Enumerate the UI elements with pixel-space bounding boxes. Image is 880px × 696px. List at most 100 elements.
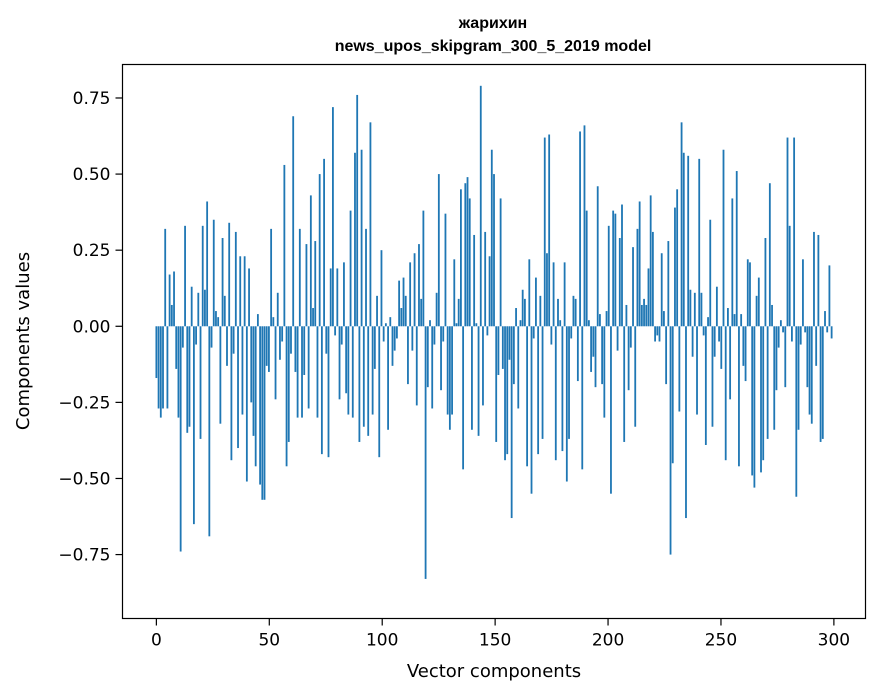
bar-4	[164, 228, 167, 327]
bar-208	[614, 213, 617, 327]
bar-51	[268, 326, 270, 372]
bar-265	[740, 314, 743, 327]
bar-239	[682, 152, 685, 327]
bar-154	[495, 326, 498, 442]
bar-157	[501, 326, 504, 369]
bar-143	[471, 326, 473, 430]
y-tick-label-4: 0.25	[73, 241, 111, 261]
bar-122	[424, 326, 427, 579]
bar-78	[327, 326, 330, 458]
bar-286	[786, 137, 789, 327]
bar-302	[821, 326, 824, 439]
bar-144	[473, 234, 476, 327]
bar-251	[709, 219, 712, 327]
bar-55	[276, 292, 279, 327]
bar-80	[332, 107, 334, 327]
bar-190	[574, 298, 577, 327]
bar-225	[651, 231, 654, 327]
y-axis-label: Components values	[13, 252, 34, 430]
bar-176	[543, 137, 546, 327]
bar-34	[230, 326, 233, 461]
bar-29	[219, 326, 222, 424]
bar-252	[711, 326, 714, 427]
bar-134	[451, 326, 453, 415]
bar-30	[221, 238, 224, 327]
bar-197	[590, 326, 592, 372]
bar-79	[329, 268, 332, 327]
bar-1	[157, 326, 160, 409]
bar-71	[312, 308, 314, 327]
bar-279	[771, 304, 773, 327]
bar-163	[515, 308, 517, 327]
bar-97	[369, 122, 372, 327]
bar-72	[314, 241, 317, 327]
bar-289	[793, 137, 796, 327]
bar-50	[265, 326, 268, 366]
bar-63	[294, 326, 297, 372]
bar-126	[433, 326, 436, 345]
bar-270	[751, 326, 754, 476]
bar-244	[693, 292, 696, 327]
bar-273	[757, 277, 760, 327]
bar-131	[444, 213, 447, 327]
bar-226	[654, 326, 656, 342]
bar-263	[735, 171, 738, 327]
bar-160	[508, 326, 511, 360]
bar-98	[371, 326, 374, 415]
bar-111	[400, 308, 403, 327]
y-tick-label-6: 0.75	[73, 89, 111, 109]
bar-26	[212, 219, 215, 327]
bar-95	[365, 228, 367, 327]
bar-86	[345, 326, 348, 394]
bar-52	[270, 228, 273, 327]
bar-188	[570, 326, 573, 339]
bar-218	[636, 228, 639, 327]
bar-149	[484, 231, 487, 327]
bar-3	[162, 326, 164, 409]
bar-17	[192, 326, 195, 525]
bar-158	[504, 326, 506, 461]
bar-128	[437, 174, 440, 327]
bar-7	[170, 304, 173, 327]
bar-84	[340, 326, 343, 345]
bar-136	[455, 323, 458, 327]
bar-260	[729, 326, 732, 400]
bar-45	[254, 326, 257, 467]
bar-257	[722, 149, 725, 327]
bar-100	[376, 295, 378, 327]
bar-49	[263, 326, 266, 500]
bar-173	[537, 326, 540, 455]
bar-213	[625, 304, 628, 327]
bar-275	[762, 326, 765, 461]
bar-186	[565, 326, 568, 482]
bar-117	[413, 253, 416, 327]
bar-248	[702, 326, 705, 336]
bar-181	[554, 326, 557, 461]
x-axis-label: Vector components	[407, 661, 581, 682]
bar-228	[658, 326, 661, 342]
bar-232	[667, 241, 670, 327]
bar-235	[674, 207, 676, 327]
bar-298	[813, 231, 815, 327]
bar-179	[550, 326, 553, 345]
bar-13	[184, 225, 186, 327]
bar-233	[669, 326, 672, 555]
x-tick-label-0: 0	[151, 631, 162, 651]
bar-28	[217, 317, 220, 327]
bar-209	[616, 326, 619, 351]
bar-112	[402, 277, 405, 327]
bar-169	[528, 259, 531, 327]
bar-266	[742, 326, 745, 366]
bar-66	[301, 326, 303, 418]
bar-215	[629, 326, 632, 348]
bar-74	[318, 174, 321, 327]
bar-230	[663, 311, 665, 327]
bar-102	[380, 250, 383, 327]
bar-75	[320, 326, 323, 455]
bar-305	[828, 265, 831, 327]
bar-178	[548, 134, 551, 327]
bar-192	[579, 131, 581, 327]
bar-259	[727, 308, 729, 327]
bar-243	[691, 326, 694, 357]
